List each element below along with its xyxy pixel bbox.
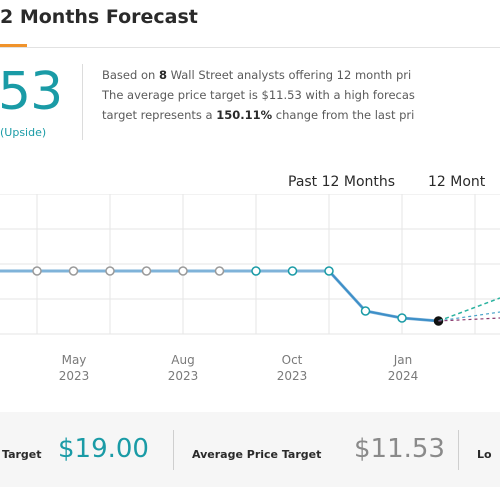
average-target-value: $11.53 <box>354 434 445 464</box>
high-target-label: Target <box>2 448 42 461</box>
forecast-average-line <box>438 311 500 322</box>
x-tick-label: Aug <box>171 353 194 367</box>
high-target-value: $19.00 <box>58 434 149 464</box>
analyst-count: 8 <box>158 68 167 82</box>
x-tick-label: Jan <box>393 353 413 367</box>
stat-divider <box>458 430 459 470</box>
active-tab-underline <box>0 44 27 47</box>
upside-label: (Upside) <box>0 126 47 139</box>
summary-line-3: target represents a 150.11% change from … <box>102 108 415 122</box>
series-line <box>328 270 439 322</box>
x-tick-label: 2023 <box>59 369 90 383</box>
low-target-label: Lo <box>477 448 492 461</box>
data-point <box>141 266 152 276</box>
section-title: 2 Months Forecast <box>0 6 198 28</box>
data-point <box>251 266 261 276</box>
data-point <box>360 306 371 316</box>
stat-divider <box>173 430 174 470</box>
data-point <box>32 266 42 276</box>
x-tick-label: May <box>62 353 87 367</box>
forecast-low-line <box>438 317 500 322</box>
data-point <box>105 266 115 276</box>
summary-line-2: The average price target is $11.53 with … <box>102 88 415 102</box>
price-target-stats: Target $19.00 Average Price Target $11.5… <box>0 412 500 487</box>
data-point <box>287 266 298 276</box>
forecast-high-line <box>438 297 500 322</box>
analyst-summary: Based on 8 Wall Street analysts offering… <box>102 65 500 125</box>
x-tick-label: 2023 <box>277 369 308 383</box>
change-percent: 150.11% <box>216 108 273 122</box>
tab-past-12-months[interactable]: Past 12 Months <box>288 174 396 190</box>
forecast-header: 2 Months Forecast <box>0 0 500 48</box>
data-point <box>397 313 407 323</box>
average-target-label: Average Price Target <box>192 448 322 461</box>
forecast-chart-svg: May 2023 Aug 2023 Oct 2023 Jan 2024 <box>0 193 500 383</box>
data-point <box>324 266 334 276</box>
data-point <box>214 266 225 276</box>
x-tick-label: Oct <box>282 353 303 367</box>
x-tick-label: 2023 <box>168 369 199 383</box>
average-price-target-value: 53 <box>0 62 63 122</box>
x-tick-label: 2024 <box>388 369 419 383</box>
vertical-divider <box>82 64 83 140</box>
forecast-chart: May 2023 Aug 2023 Oct 2023 Jan 2024 <box>0 193 500 394</box>
data-point <box>68 266 79 276</box>
summary-line-1: Based on 8 Wall Street analysts offering… <box>102 68 412 82</box>
data-point <box>178 266 188 276</box>
tab-next-12-months[interactable]: 12 Mont <box>428 174 486 190</box>
